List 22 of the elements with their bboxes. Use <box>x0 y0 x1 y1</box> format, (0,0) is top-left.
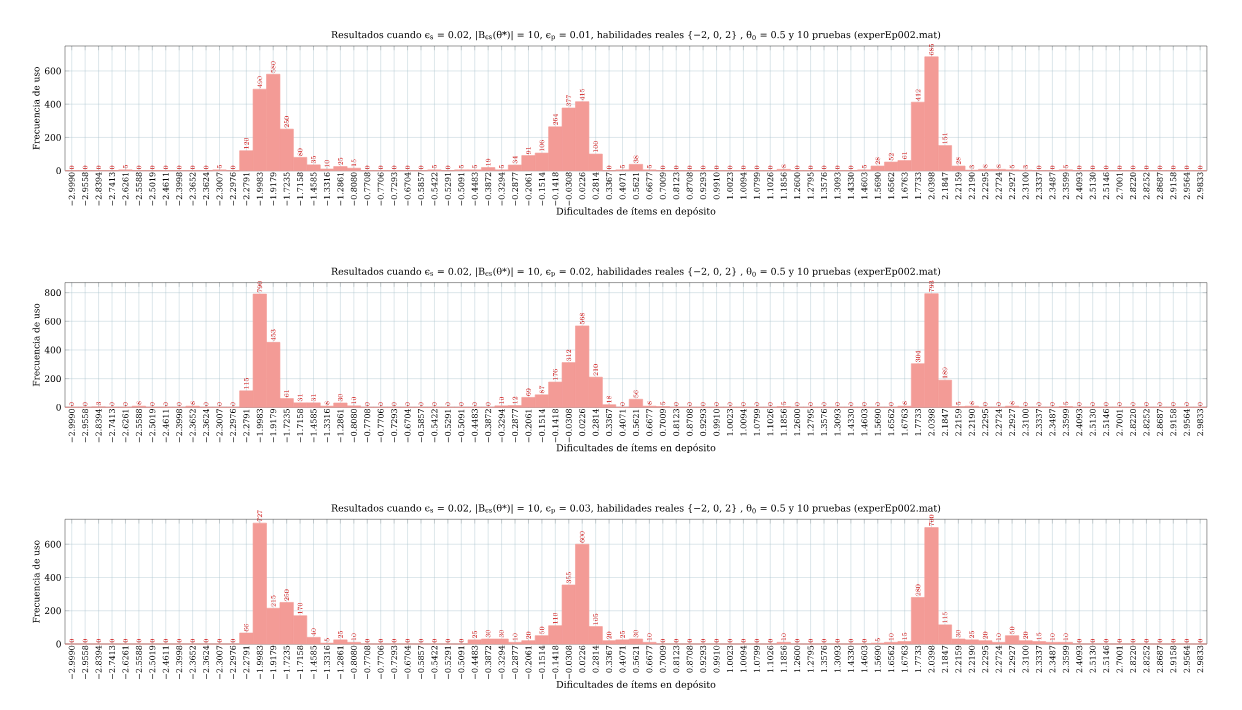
y-tick-label: 400 <box>44 574 61 581</box>
chart-title: Resultados cuando ϵ$_{s}$ = 0.02, |B$_{ϵs}$(θ*)| = 10, ϵ$_{p}$ = 0.02, habilidades reales {−2, 0, 2} , θ$_{0}$ = 0.5 y 10 pruebas (experEp002.mat) <box>331 267 941 278</box>
y-tick-label: 0 <box>56 640 61 648</box>
y-tick-label: 200 <box>44 134 61 141</box>
y-axis-title: Frecuencia de uso <box>32 540 40 623</box>
y-tick-label: 400 <box>44 100 61 108</box>
y-tick-label: 800 <box>44 289 61 297</box>
y-tick-label: 200 <box>44 607 61 615</box>
y-tick-label: 0 <box>56 167 61 175</box>
x-axis-title: Dificultades de ítems en depósito <box>556 206 716 217</box>
y-tick-label: 600 <box>44 540 61 548</box>
chart-title: Resultados cuando ϵ$_{s}$ = 0.02, |B$_{ϵs}$(θ*)| = 10, ϵ$_{p}$ = 0.01, habilidades reales {−2, 0, 2} , θ$_{0}$ = 0.5 y 10 pruebas (experEp002.mat) <box>331 30 941 41</box>
y-tick-label: 600 <box>44 317 61 325</box>
x-axis-title: Dificultades de ítems en depósito <box>556 680 716 690</box>
chart-title: Resultados cuando ϵ$_{s}$ = 0.02, |B$_{ϵs}$(θ*)| = 10, ϵ$_{p}$ = 0.03, habilidades reales {−2, 0, 2} , θ$_{0}$ = 0.5 y 10 pruebas (experEp002.mat) <box>331 504 941 514</box>
y-axis-title: Frecuencia de uso <box>32 67 40 150</box>
y-tick-label: 600 <box>44 67 61 75</box>
y-axis-title: Frecuencia de uso <box>32 303 40 387</box>
y-tick-label: 400 <box>44 346 61 354</box>
y-tick-label: 200 <box>44 375 61 383</box>
x-axis-title: Dificultades de ítems en depósito <box>556 443 716 454</box>
y-tick-label: 0 <box>56 403 61 411</box>
